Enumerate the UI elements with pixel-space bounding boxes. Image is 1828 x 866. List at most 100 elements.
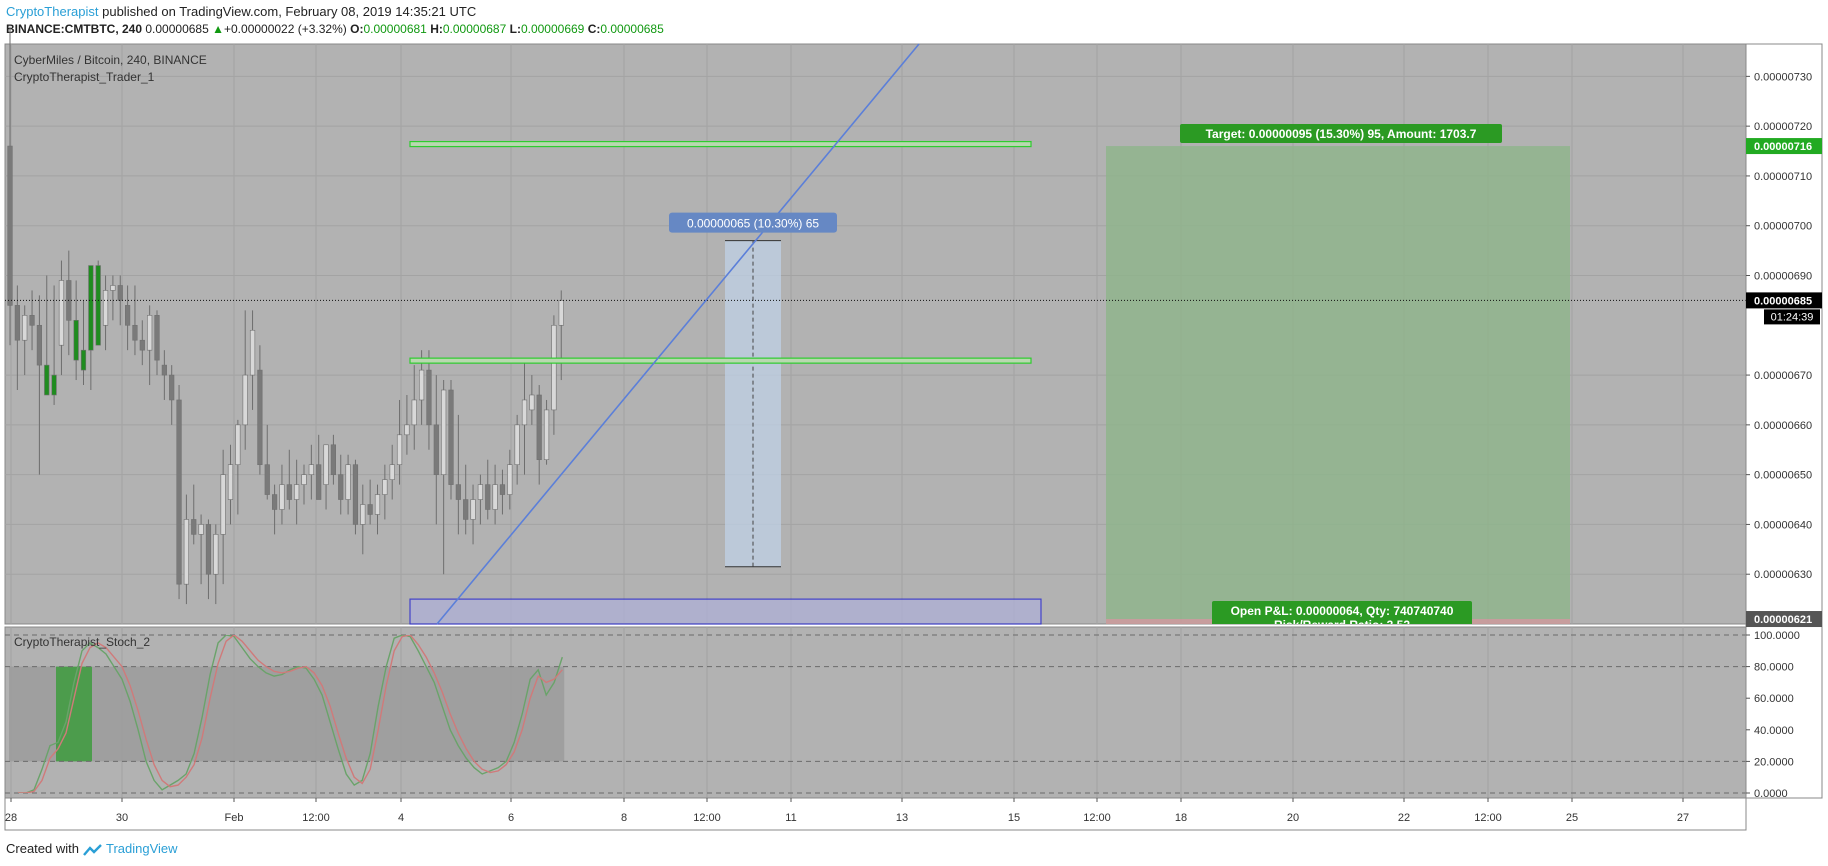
candle-body [257,369,263,465]
candle-body [264,464,270,495]
axis-price-tag-text: 0.00000685 [1754,295,1812,307]
tradingview-link[interactable]: TradingView [106,841,178,856]
candle-body [470,499,476,520]
stoch-grid [5,627,1746,798]
candle-body [88,265,94,351]
author-link[interactable]: CryptoTherapist [6,4,99,19]
candle-body [316,464,322,500]
price-tick-label: 0.00000730 [1754,71,1812,83]
stoch-tick-label: 60.0000 [1754,693,1794,705]
footer: Created with TradingView [6,841,178,857]
time-tick-label: 18 [1175,812,1187,824]
axis-price-tag-text: 0.00000621 [1754,614,1812,626]
time-tick-label: 20 [1287,812,1299,824]
created-with-label: Created with [6,841,79,856]
candle-body [514,424,520,465]
candle-body [338,474,344,500]
candle-body [139,339,145,351]
candle-body [308,464,314,475]
trend-line [436,43,920,625]
candle-body [382,479,388,495]
candle-body [433,424,439,475]
triangle-up-icon: ▲ [212,22,224,36]
time-tick-label: Feb [225,812,244,824]
measure-label-text: 0.00000065 (10.30%) 65 [687,217,819,231]
candle-body [551,324,557,411]
candle-body [73,320,79,361]
candle-body [396,434,403,465]
stoch-band [9,666,565,762]
candle-body [249,329,256,376]
candle-body [183,519,190,585]
time-tick-label: 12:00 [302,812,330,824]
candle-body [14,305,20,341]
mid-level [409,357,1032,364]
price-tick-label: 0.00000720 [1754,121,1812,133]
time-tick-label: 11 [785,812,796,824]
measure-label-bg [669,212,837,233]
candle-body [455,484,461,500]
price-axis[interactable] [1745,43,1823,799]
time-tick-label: 25 [1566,812,1578,824]
target-label-bg [1180,124,1502,144]
candle-body [213,534,219,575]
price-tick-label: 0.00000640 [1754,519,1812,531]
candle-body [117,285,123,301]
price-tick-label: 0.00000650 [1754,470,1812,482]
close-value: 0.00000685 [600,22,664,36]
candle-body [360,504,366,525]
symbol-label: BINANCE:CMTBTC, 240 [6,22,143,36]
candle-body [367,504,373,515]
published-text: published on TradingView.com, February 0… [102,4,477,19]
candle-body [485,484,491,510]
candle-body [132,324,138,341]
time-axis[interactable] [4,797,1747,831]
chart-subtitle: CryptoTherapist_Trader_1 [14,70,155,84]
candle-body [389,464,395,480]
candle-body [441,389,447,475]
tradingview-logo-icon [82,843,102,856]
stoch-series-0 [18,635,563,793]
candle-body [279,484,285,510]
price-tick-label: 0.00000630 [1754,569,1812,581]
time-tick-label: 12:00 [1083,812,1111,824]
candle-body [176,399,182,585]
candle-body [191,519,197,535]
stoch-tick-label: 100.0000 [1754,630,1800,642]
candle-body [271,494,278,510]
candle-body [507,464,513,495]
stoch-tick-label: 0.0000 [1754,788,1788,800]
candle-body [161,364,167,376]
publish-header: CryptoTherapist published on TradingView… [6,4,476,19]
candle-body [125,305,131,326]
demand-zone [409,598,1042,625]
time-tick-label: 12:00 [693,812,721,824]
high-value: 0.00000687 [442,22,507,36]
axis-price-tag-text: 0.00000716 [1754,141,1812,153]
countdown-text: 01:24:39 [1771,311,1814,323]
candle-body [301,474,307,485]
candle-body [448,389,454,485]
high-label: H: [430,22,443,36]
candle-body [330,444,337,475]
price-axis-ticks: 0.00000730 0.00000720 0.00000710 0.00000700… [1746,71,1822,628]
open-label: O: [350,22,364,36]
axis-price-tag-bg [1746,292,1822,309]
open-value: 0.00000681 [363,22,427,36]
chart-title: CyberMiles / Bitcoin, 240, BINANCE [14,53,207,67]
price-tick-label: 0.00000660 [1754,420,1812,432]
candle-body [22,315,28,341]
measure-label: 0.00000065 (10.30%) 65 [669,212,837,233]
price-tick-label: 0.00000700 [1754,221,1812,233]
candle-body [154,315,160,361]
countdown-bg [1764,309,1820,325]
candle-body [44,364,50,396]
candle-body [36,324,42,366]
price-change: +0.00000022 (+3.32%) [224,22,347,36]
candle-body [477,484,484,500]
target-zone [1106,146,1570,620]
upper-resistance [409,140,1032,148]
candle-body [521,399,528,426]
pnl-label: Open P&L: 0.00000064, Qty: 740740740Risk… [1212,601,1472,624]
